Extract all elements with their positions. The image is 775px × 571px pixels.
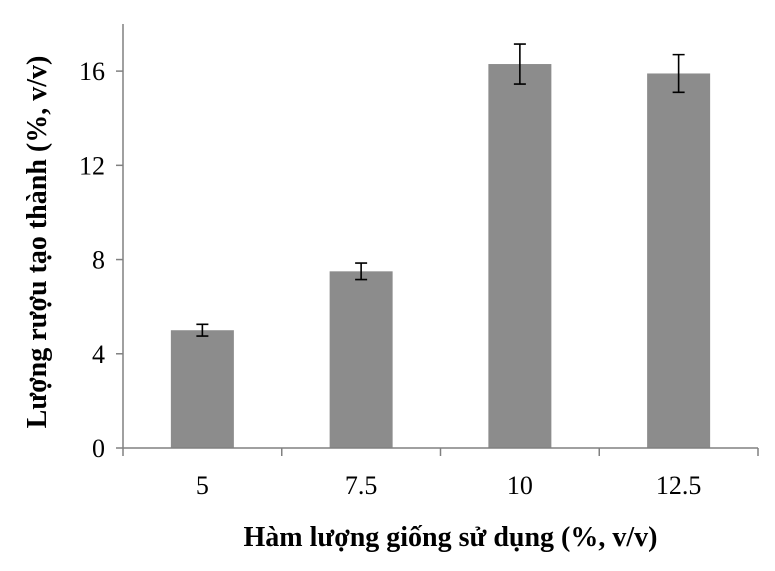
error-bar xyxy=(672,53,685,94)
y-tick-label: 0 xyxy=(92,434,105,463)
bar xyxy=(488,64,552,449)
x-axis-title: Hàm lượng giống sử dụng (%, v/v) xyxy=(244,522,658,553)
x-tick-label: 12.5 xyxy=(656,471,702,500)
error-bars-group xyxy=(196,43,685,337)
bars-group xyxy=(170,64,711,449)
y-tick-label: 12 xyxy=(79,151,105,180)
y-tick-label: 16 xyxy=(79,57,105,86)
y-tick-label: 4 xyxy=(92,340,105,369)
x-tick-label: 5 xyxy=(196,471,209,500)
error-bar xyxy=(513,43,526,85)
y-axis-title: Lượng rượu tạo thành (%, v/v) xyxy=(22,56,53,429)
error-bar xyxy=(355,262,368,281)
error-bar xyxy=(196,323,209,337)
bar xyxy=(329,271,393,448)
bar xyxy=(170,330,234,448)
x-tick-label: 7.5 xyxy=(345,471,378,500)
x-ticks-group: 5 7.5 10 12.5 xyxy=(122,448,759,500)
y-tick-label: 8 xyxy=(92,246,105,275)
bar xyxy=(647,73,711,448)
x-tick-label: 10 xyxy=(507,471,533,500)
y-ticks-group: 0 4 8 12 16 xyxy=(79,57,123,463)
